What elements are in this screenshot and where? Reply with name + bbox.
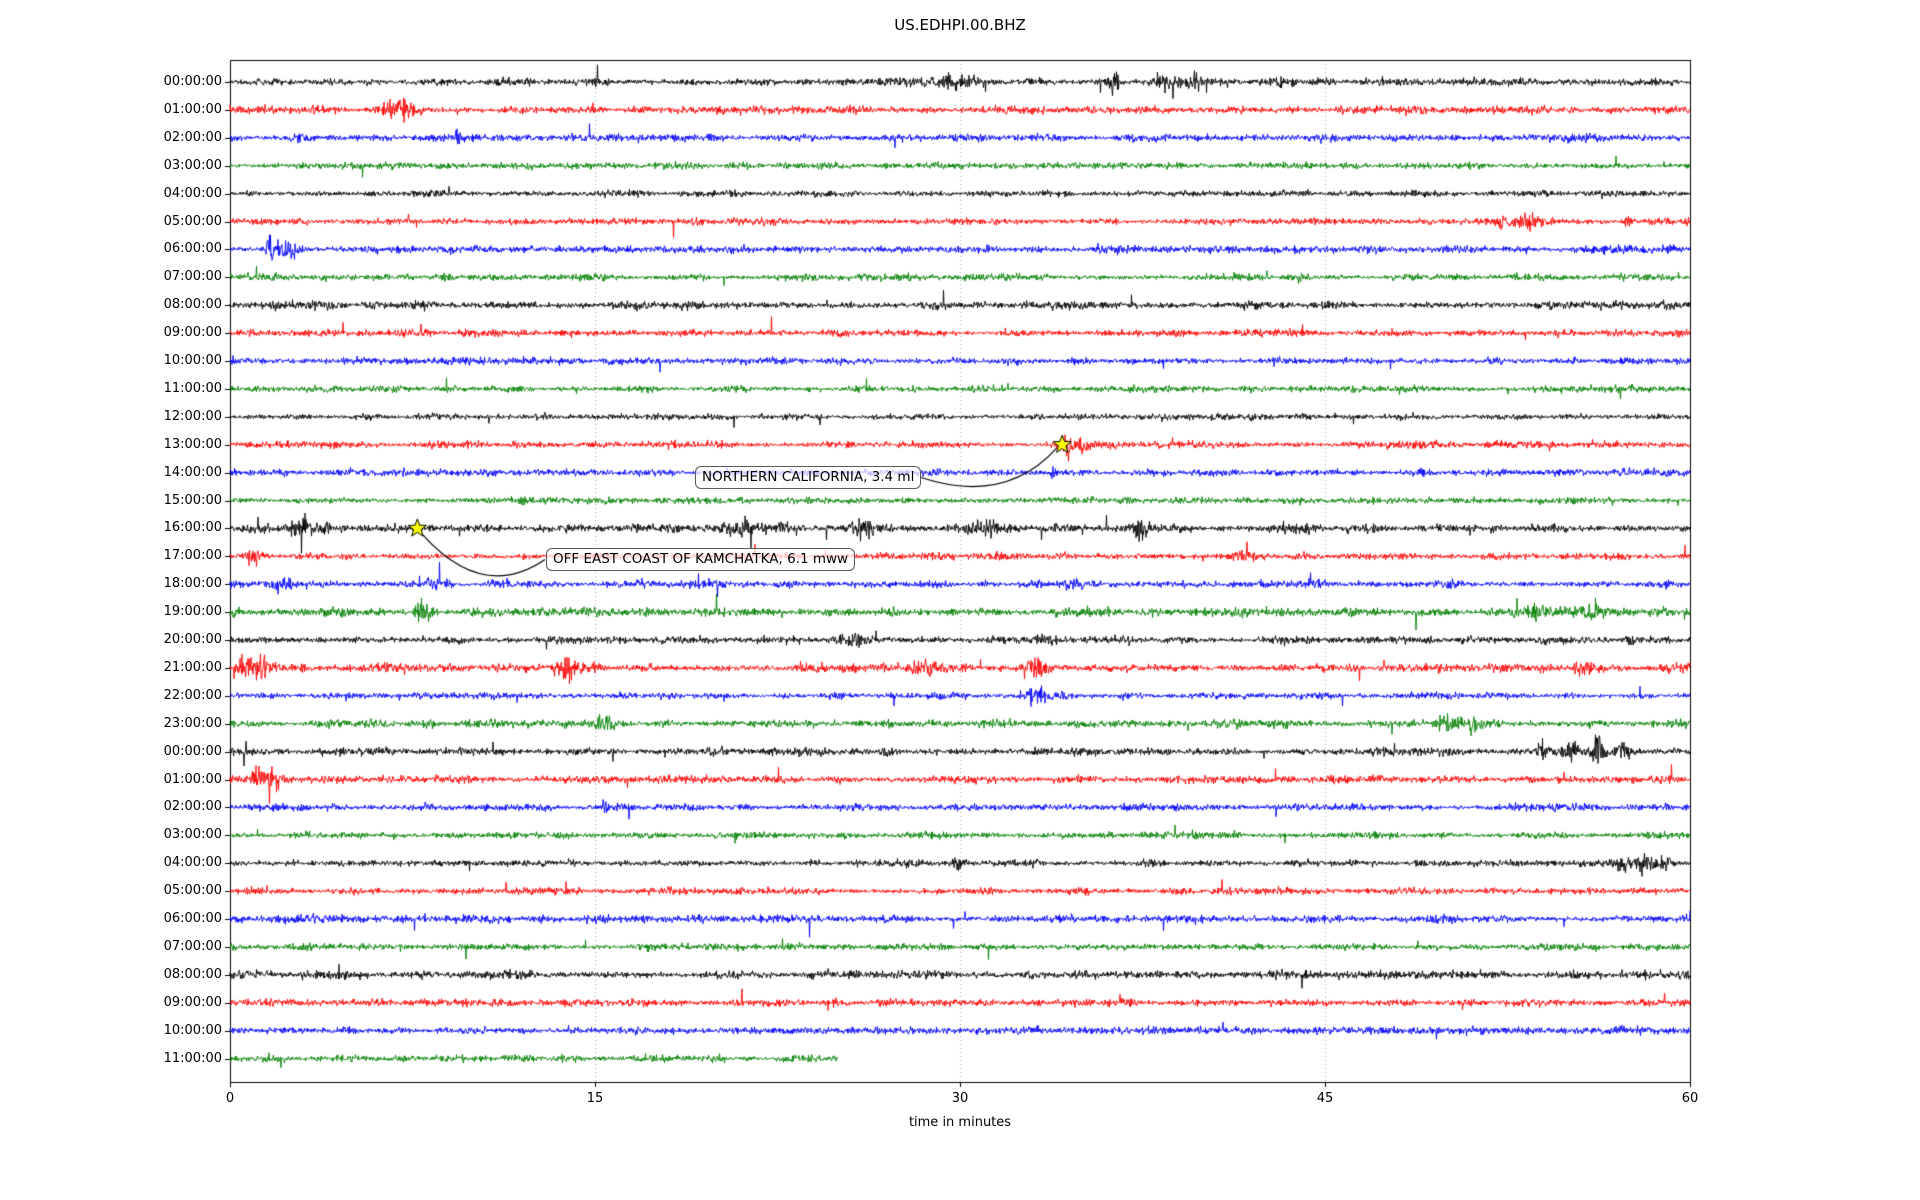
y-tick-label: 02:00:00 xyxy=(163,799,222,815)
y-tick-label: 09:00:00 xyxy=(163,325,222,341)
y-tick-label: 04:00:00 xyxy=(163,855,222,871)
y-tick-label: 09:00:00 xyxy=(163,994,222,1010)
x-tick-label: 45 xyxy=(1316,1091,1334,1106)
y-tick-label: 08:00:00 xyxy=(163,966,222,982)
y-tick-label: 02:00:00 xyxy=(163,129,222,145)
y-tick-label: 08:00:00 xyxy=(163,297,222,313)
y-tick-label: 20:00:00 xyxy=(163,632,222,647)
y-tick-label: 10:00:00 xyxy=(163,353,222,368)
x-tick-label: 60 xyxy=(1681,1091,1699,1106)
x-tick-label: 30 xyxy=(951,1091,969,1106)
event-annotation-northern-california: NORTHERN CALIFORNIA, 3.4 ml xyxy=(695,466,922,489)
y-tick-label: 23:00:00 xyxy=(163,715,222,731)
y-tick-label: 00:00:00 xyxy=(163,743,222,759)
y-tick-label: 05:00:00 xyxy=(163,883,222,899)
y-tick-label: 22:00:00 xyxy=(163,687,222,703)
x-axis-title: time in minutes xyxy=(908,1115,1012,1130)
y-tick-label: 15:00:00 xyxy=(163,492,222,508)
y-tick-label: 03:00:00 xyxy=(163,157,222,173)
x-tick-label: 0 xyxy=(225,1091,235,1106)
y-tick-label: 06:00:00 xyxy=(163,911,222,926)
y-tick-label: 18:00:00 xyxy=(163,576,222,592)
y-tick-label: 21:00:00 xyxy=(163,659,222,675)
y-tick-label: 05:00:00 xyxy=(163,213,222,229)
y-tick-label: 10:00:00 xyxy=(163,1022,222,1038)
y-tick-label: 19:00:00 xyxy=(163,604,222,620)
y-tick-label: 06:00:00 xyxy=(163,241,222,257)
y-tick-label: 07:00:00 xyxy=(163,938,222,954)
y-tick-label: 01:00:00 xyxy=(163,101,222,117)
y-tick-label: 11:00:00 xyxy=(163,1050,222,1066)
y-tick-label: 17:00:00 xyxy=(163,548,222,564)
y-tick-label: 03:00:00 xyxy=(163,827,222,843)
x-tick-label: 15 xyxy=(586,1091,604,1106)
y-tick-label: 11:00:00 xyxy=(163,380,222,396)
event-annotation-kamchatka: OFF EAST COAST OF KAMCHATKA, 6.1 mww xyxy=(546,548,856,571)
y-tick-label: 14:00:00 xyxy=(163,464,222,480)
y-tick-label: 00:00:00 xyxy=(163,74,222,89)
y-tick-label: 13:00:00 xyxy=(163,436,222,452)
figure-title: US.EDHPI.00.BHZ xyxy=(894,16,1026,34)
y-tick-label: 07:00:00 xyxy=(163,269,222,285)
y-tick-label: 12:00:00 xyxy=(163,408,222,424)
y-tick-label: 01:00:00 xyxy=(163,771,222,787)
y-tick-label: 04:00:00 xyxy=(163,185,222,201)
y-tick-label: 16:00:00 xyxy=(163,520,222,536)
